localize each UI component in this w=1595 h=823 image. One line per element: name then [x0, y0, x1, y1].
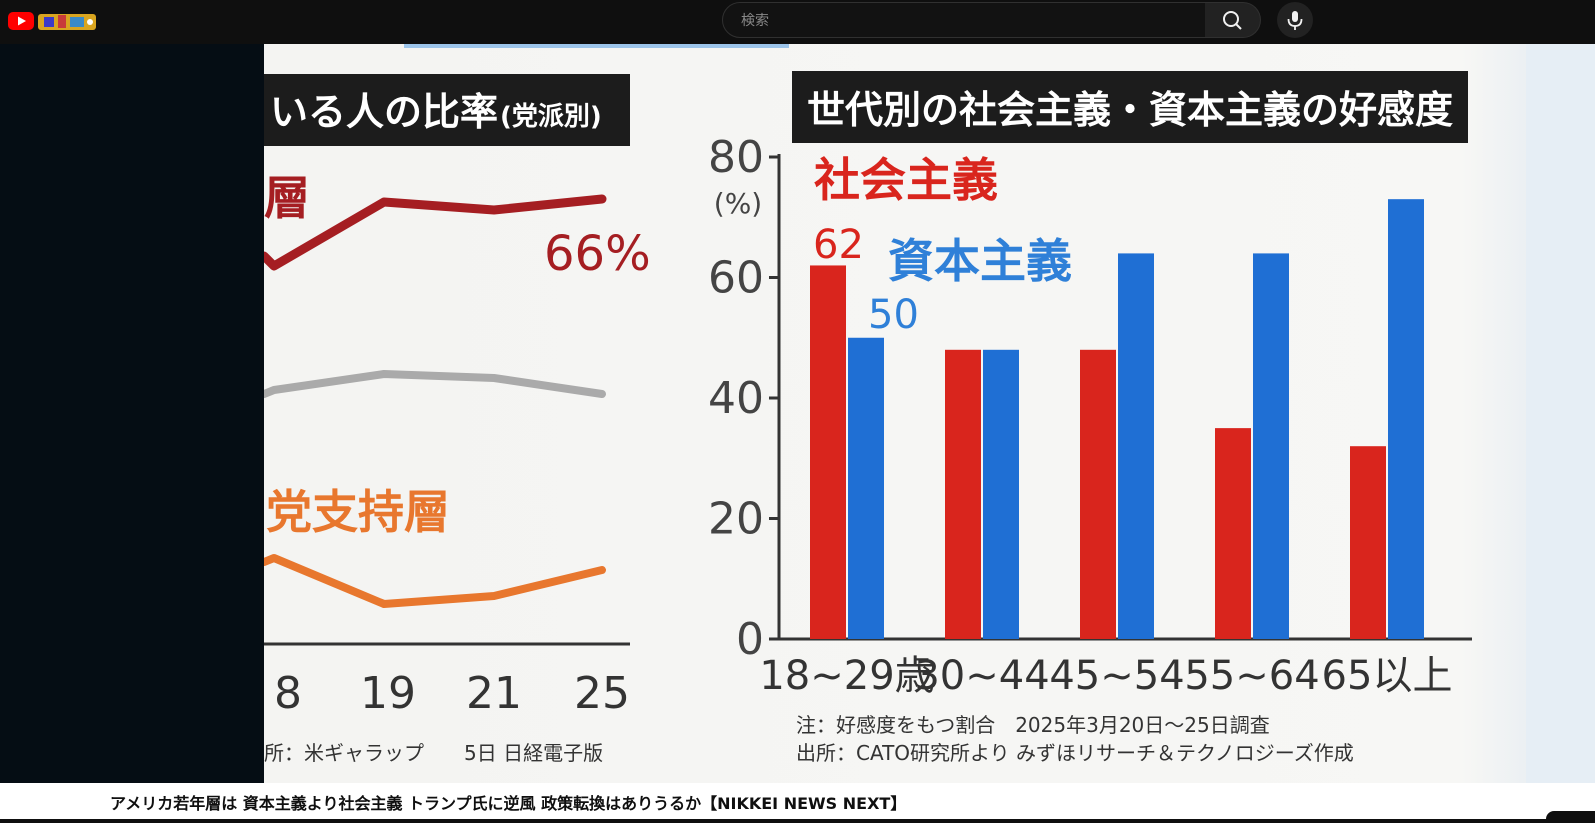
bar-capitalism-1 [983, 349, 1019, 639]
left-x-tick: 19 [360, 668, 416, 719]
corner-button[interactable] [1546, 811, 1595, 823]
bar-capitalism-3 [1253, 253, 1289, 639]
left-x-tick: 8 [274, 668, 302, 719]
video-info: アメリカ若年層は 資本主義より社会主義 トランプ氏に逆風 政策転換はありうるか【… [0, 783, 1595, 823]
masthead [0, 0, 1595, 44]
y-tick-label: 40 [708, 373, 764, 424]
red-series-line [264, 194, 607, 271]
legend-capitalism: 資本主義 [888, 234, 1072, 288]
gray-series-line [264, 370, 606, 398]
left-chart-heading-box [264, 74, 630, 146]
bar-capitalism-2 [1118, 253, 1154, 639]
red-series-label: 層 [264, 171, 310, 225]
mic-icon [1287, 11, 1303, 30]
bar-socialism-3 [1215, 428, 1251, 639]
chart-title-box [792, 71, 1468, 143]
x-tick-label: 55~64 [1184, 653, 1319, 699]
search-button[interactable] [1205, 2, 1261, 38]
bar-capitalism-4 [1388, 199, 1424, 640]
data-label-socialism-18-29: 62 [813, 222, 864, 268]
x-tick-label: 18~29歳 [759, 653, 934, 699]
video-player[interactable]: いる人の比率 (党派別) 層 66% 党支持層 8 19 21 25 所：米ギャ… [264, 44, 1595, 783]
left-x-tick: 25 [574, 668, 630, 719]
orange-series-label: 党支持層 [266, 485, 450, 539]
youtube-logo[interactable] [8, 8, 98, 34]
chart-source: 出所：CATO研究所より みずほリサーチ＆テクノロジーズ作成 [796, 741, 1354, 765]
x-tick-label: 65以上 [1322, 653, 1453, 699]
red-series-value: 66% [544, 226, 651, 282]
y-tick-label: 60 [708, 253, 764, 304]
bar-socialism-2 [1080, 349, 1116, 639]
orange-series-line [264, 554, 606, 608]
video-title: アメリカ若年層は 資本主義より社会主義 トランプ氏に逆風 政策転換はありうるか【… [110, 794, 907, 813]
y-axis-label: (%) [714, 187, 762, 220]
x-tick-label: 45~54 [1049, 653, 1184, 699]
bar-socialism-4 [1350, 446, 1386, 639]
y-tick-label: 0 [736, 614, 764, 665]
left-chart-heading-suffix: (党派別) [500, 102, 602, 132]
left-panel [0, 44, 264, 783]
bar-socialism-0 [810, 265, 846, 639]
left-chart-source: 所：米ギャラップ 5日 日経電子版 [264, 741, 603, 765]
y-tick-label: 20 [708, 494, 764, 545]
video-frame: いる人の比率 (党派別) 層 66% 党支持層 8 19 21 25 所：米ギャ… [264, 44, 1595, 783]
bar-socialism-1 [945, 349, 981, 639]
search-box [722, 2, 1206, 39]
left-x-tick: 21 [466, 668, 522, 719]
chart-note: 注：好感度をもつ割合 2025年3月20日～25日調査 [796, 713, 1270, 737]
left-chart-heading: いる人の比率 [270, 90, 498, 134]
x-tick-label: 30~44 [914, 653, 1049, 699]
search-icon [1223, 11, 1242, 30]
search-input[interactable] [739, 3, 1183, 39]
voice-search-button[interactable] [1277, 2, 1313, 38]
legend-socialism: 社会主義 [814, 153, 998, 207]
bar-capitalism-0 [848, 337, 884, 639]
chart-title: 世代別の社会主義・資本主義の好感度 [807, 88, 1453, 132]
y-tick-label: 80 [708, 132, 764, 183]
data-label-capitalism-18-29: 50 [868, 292, 919, 338]
